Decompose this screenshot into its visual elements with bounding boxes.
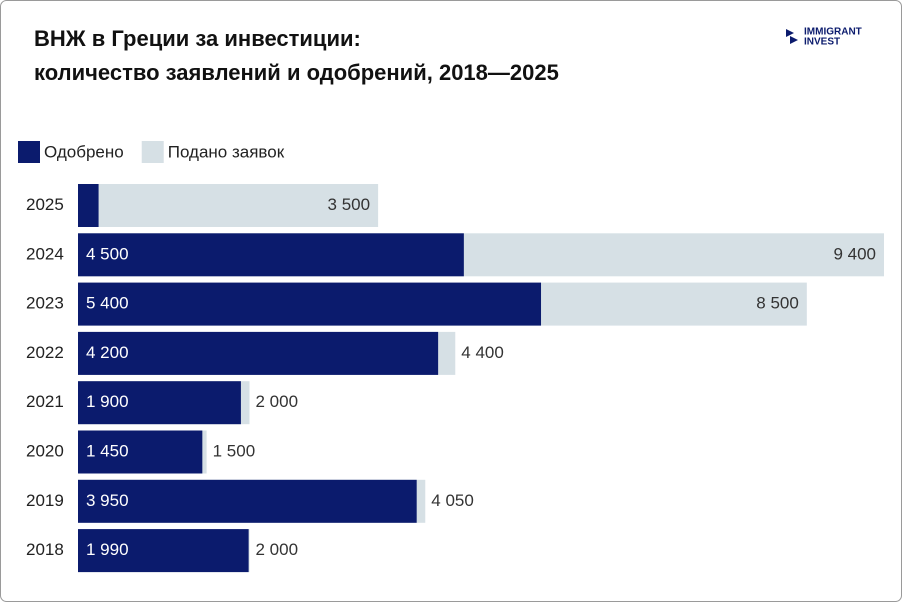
bar-value-label: 1 900	[86, 392, 129, 411]
bar-value-label: 1 500	[213, 441, 256, 460]
bar-value-label: 4 400	[461, 343, 504, 362]
bar-value-label: 5 400	[86, 294, 129, 313]
bar-value-label: 8 500	[756, 294, 799, 313]
legend-label: Одобрено	[44, 142, 124, 161]
y-tick-label: 2020	[26, 441, 64, 460]
y-tick-label: 2022	[26, 343, 64, 362]
bar-value-label: 1 450	[86, 441, 129, 460]
bar	[78, 331, 439, 375]
bar	[78, 430, 203, 474]
logo: IMMIGRANT INVEST	[786, 27, 862, 48]
bar	[78, 479, 417, 523]
logo-icon	[786, 29, 798, 44]
bar	[78, 282, 542, 326]
bar-value-label: 3 950	[86, 491, 129, 510]
legend-label: Подано заявок	[168, 142, 285, 161]
y-tick-label: 2025	[26, 195, 64, 214]
bar-value-label: 1 990	[86, 540, 129, 559]
legend-swatch	[141, 141, 164, 163]
bar-value-label: 2 000	[255, 392, 298, 411]
bar-value-label: 4 200	[86, 343, 129, 362]
bar-value-label: 4 050	[431, 491, 474, 510]
bar	[78, 184, 99, 227]
logo-text: INVEST	[804, 37, 840, 48]
bar-value-label: 9 400	[833, 244, 876, 263]
bar-value-label: 2 000	[255, 540, 298, 559]
bar	[78, 529, 249, 573]
y-tick-label: 2021	[26, 392, 64, 411]
bar	[78, 381, 241, 425]
bar-value-label: 4 500	[86, 244, 129, 263]
bar-value-label: 3 500	[328, 195, 371, 214]
y-tick-label: 2023	[26, 294, 64, 313]
logo-text: IMMIGRANT	[804, 27, 862, 38]
legend-swatch	[18, 141, 40, 163]
y-tick-label: 2024	[26, 244, 64, 263]
y-tick-label: 2018	[26, 540, 64, 559]
bar	[78, 233, 464, 277]
bar	[78, 184, 379, 227]
chart-title: ВНЖ в Греции за инвестиции: количество за…	[34, 26, 559, 85]
y-tick-label: 2019	[26, 491, 64, 510]
